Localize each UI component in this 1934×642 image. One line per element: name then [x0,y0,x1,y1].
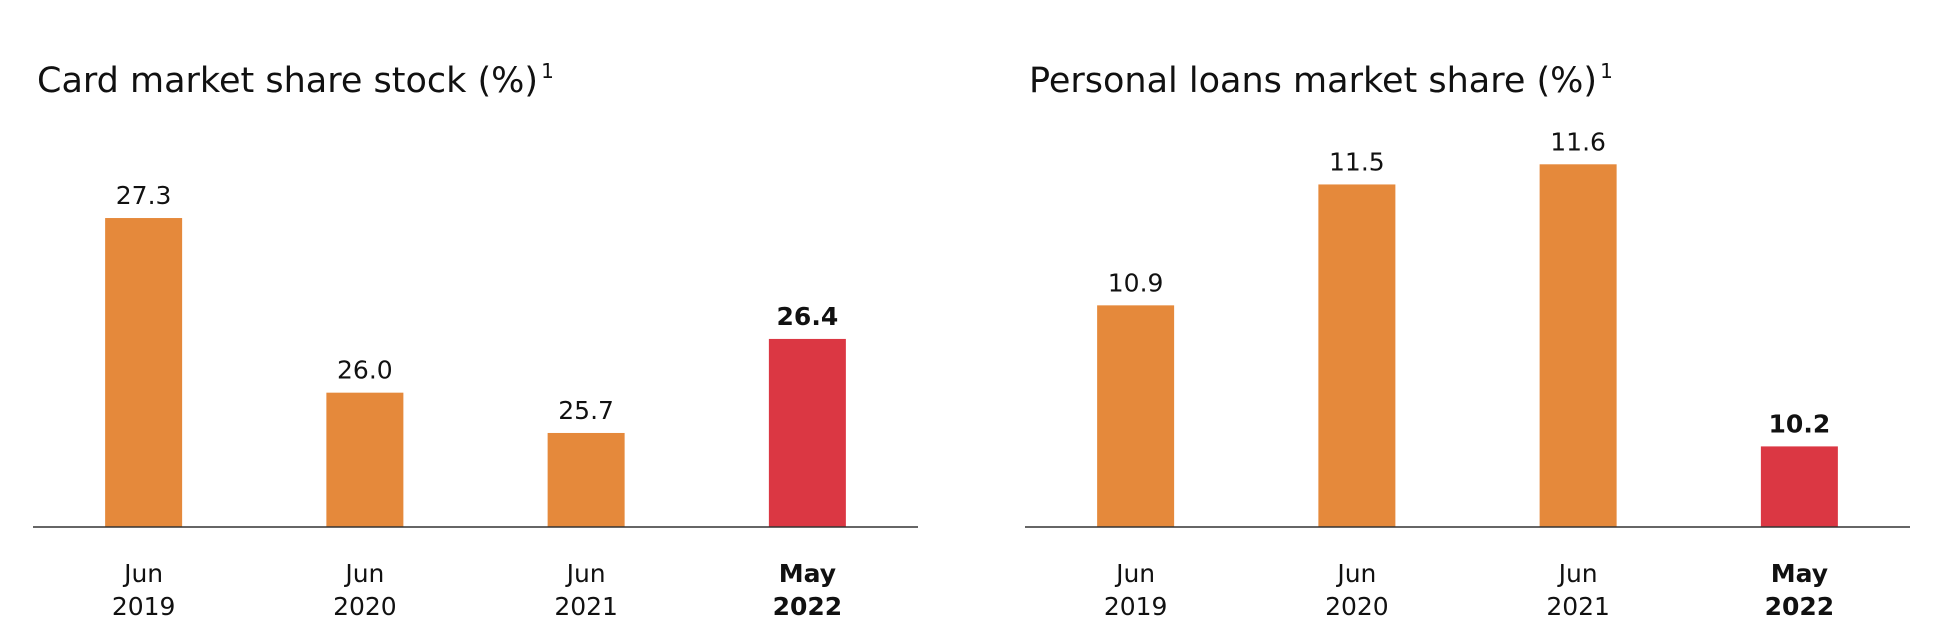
title-text: Personal loans market share (%) [1029,61,1597,101]
bar [1760,446,1838,527]
bar [1318,184,1396,527]
chart-title: Card market share stock (%) 1 [37,59,554,101]
x-tick-label: Jun [1557,559,1598,588]
x-tick-label: May [779,559,836,588]
value-label: 11.6 [1550,127,1606,156]
value-label: 10.2 [1769,409,1831,438]
x-tick-label: May [1771,559,1828,588]
value-label: 27.3 [116,181,172,210]
x-tick-label: Jun [122,559,163,588]
bar [326,392,404,527]
title-footnote: 1 [1600,59,1613,83]
x-tick-label: Jun [565,559,606,588]
x-tick-label: 2021 [554,592,618,621]
x-tick-label: Jun [1335,559,1376,588]
x-tick-label: 2021 [1546,592,1610,621]
bar [105,218,183,528]
x-tick-label: Jun [343,559,384,588]
title-footnote: 1 [541,59,554,83]
x-tick-label: 2022 [773,592,843,621]
value-label: 11.5 [1329,147,1385,176]
x-tick-label: 2020 [1325,592,1389,621]
title-text: Card market share stock (%) [37,61,538,101]
bar [1097,305,1175,527]
value-label: 26.0 [337,356,393,385]
x-tick-label: Jun [1114,559,1155,588]
bar [1539,164,1617,528]
chart-title: Personal loans market share (%) 1 [1029,59,1613,101]
x-tick-label: 2019 [1104,592,1168,621]
bar [768,338,846,527]
x-tick-label: 2022 [1765,592,1835,621]
value-label: 26.4 [777,302,839,331]
value-label: 10.9 [1108,268,1164,297]
bar [547,432,625,527]
x-tick-label: 2019 [112,592,176,621]
value-label: 25.7 [558,396,614,425]
x-tick-label: 2020 [333,592,397,621]
